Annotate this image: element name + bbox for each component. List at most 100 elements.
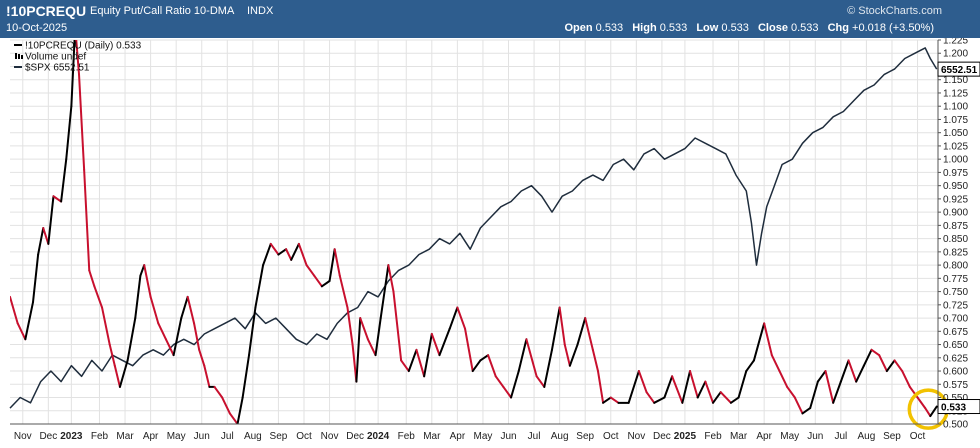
x-tick-label: Apr — [143, 431, 159, 442]
ratio-segment — [770, 354, 781, 373]
ratio-segment — [855, 364, 865, 383]
ratio-segment — [157, 322, 167, 341]
ratio-segment — [333, 248, 341, 277]
y-tick-label: 0.975 — [943, 168, 968, 179]
x-tick-label: Mar — [423, 431, 441, 442]
value-tags: 6552.51 0.533 — [937, 61, 980, 415]
spx-value-tag: 6552.51 — [937, 61, 980, 77]
ratio-segment — [637, 370, 648, 394]
x-tick-label: Oct — [603, 431, 619, 442]
ratio-segment — [878, 354, 888, 373]
ratio-segment — [786, 385, 796, 399]
y-tick-label: 0.950 — [943, 181, 968, 192]
spx-line — [9, 47, 938, 409]
x-tick-label: Sep — [883, 431, 901, 442]
ohlc-value: 0.533 — [595, 22, 627, 34]
ratio-segment — [75, 40, 81, 76]
ratio-segment — [60, 158, 68, 203]
spx-value-tag-box — [937, 61, 980, 77]
ratio-segment — [415, 348, 426, 378]
ratio-segment — [70, 40, 76, 108]
legend-label: $SPX 6552.51 — [25, 63, 90, 74]
ratio-segment — [471, 359, 482, 373]
ratio-segment — [193, 322, 201, 351]
series-spx — [9, 47, 938, 409]
ratio-segment — [320, 279, 331, 288]
ratio-segment — [809, 380, 819, 410]
legend-marker — [18, 54, 20, 59]
ratio-segment — [737, 370, 748, 399]
y-tick-label: 1.150 — [943, 75, 968, 86]
ratio-segment — [663, 375, 674, 399]
ratio-segment — [778, 370, 789, 388]
ratio-segment — [929, 405, 938, 418]
ratio-segment — [254, 264, 265, 309]
ratio-segment — [172, 317, 183, 357]
x-tick-label: May — [780, 431, 799, 442]
ratio-segment — [793, 396, 804, 415]
y-tick-label: 0.700 — [943, 314, 968, 325]
y-tick-label: 1.100 — [943, 102, 968, 113]
ratio-segment — [328, 248, 336, 282]
ratio-segment — [862, 348, 873, 367]
legend-marker — [21, 55, 23, 59]
y-tick-label: 1.000 — [943, 155, 968, 166]
x-tick-label: 2023 — [60, 431, 83, 442]
ratio-segment — [228, 412, 239, 424]
y-tick-label: 0.550 — [943, 393, 968, 404]
ratio-segment — [359, 317, 369, 341]
ratio-segment — [186, 295, 196, 325]
x-tick-label: Aug — [244, 431, 262, 442]
y-tick-label: 0.775 — [943, 274, 968, 285]
ratio-value-tag-text: 0.533 — [941, 403, 966, 414]
ratio-segment — [832, 380, 842, 404]
x-tick-label: Nov — [321, 431, 339, 442]
ratio-segment — [839, 359, 850, 383]
ratio-segment — [198, 348, 206, 367]
chart-svg: 0.5000.5250.5500.5750.6000.6250.6500.675… — [9, 38, 980, 442]
grid — [10, 39, 938, 425]
ratio-segment — [423, 332, 433, 378]
y-tick-label: 0.825 — [943, 247, 968, 258]
legend-marker — [15, 53, 17, 59]
ratio-segment — [584, 317, 594, 351]
ohlc-value: 0.533 — [721, 22, 752, 34]
ratio-segment — [456, 306, 467, 330]
ratio-segment — [430, 332, 441, 357]
ratio-segment — [236, 396, 244, 424]
x-tick-label: Jul — [834, 431, 847, 442]
header-bar: !10PCREQU Equity Put/Call Ratio 10-DMA I… — [0, 0, 980, 38]
series-description: Equity Put/Call Ratio 10-DMA — [90, 5, 235, 17]
ratio-segment — [653, 396, 666, 404]
ratio-segment — [696, 380, 707, 399]
ratio-segment — [510, 370, 520, 399]
x-tick-label: Jun — [194, 431, 210, 442]
ratio-segment — [681, 370, 692, 404]
ratio-segment — [213, 385, 224, 399]
x-tick-label: Dec — [653, 431, 671, 442]
exchange-label: INDX — [247, 5, 274, 17]
ratio-segment — [78, 73, 86, 171]
ratio-segment — [438, 327, 451, 357]
ratio-segment — [32, 253, 40, 304]
ratio-segment — [374, 317, 382, 357]
y-tick-label: 0.900 — [943, 208, 968, 219]
y-tick-label: 0.650 — [943, 340, 968, 351]
ratio-segment — [305, 264, 316, 277]
date-label: 10-Oct-2025 — [6, 22, 68, 34]
ratio-segment — [870, 348, 881, 357]
ratio-segment — [269, 242, 280, 256]
x-tick-label: 2024 — [367, 431, 390, 442]
ratio-segment — [901, 370, 911, 388]
y-tick-label: 1.050 — [943, 128, 968, 139]
ratio-segment — [65, 105, 73, 161]
ratio-segment — [893, 359, 904, 373]
x-tick-label: Feb — [91, 431, 109, 442]
y-tick-label: 1.225 — [943, 38, 968, 47]
y-tick-label: 0.500 — [943, 420, 968, 431]
x-tick-label: Feb — [398, 431, 416, 442]
ratio-segment — [134, 274, 142, 320]
ratio-segment — [885, 359, 896, 373]
ratio-segment — [277, 248, 288, 256]
ratio-segment — [816, 370, 827, 383]
